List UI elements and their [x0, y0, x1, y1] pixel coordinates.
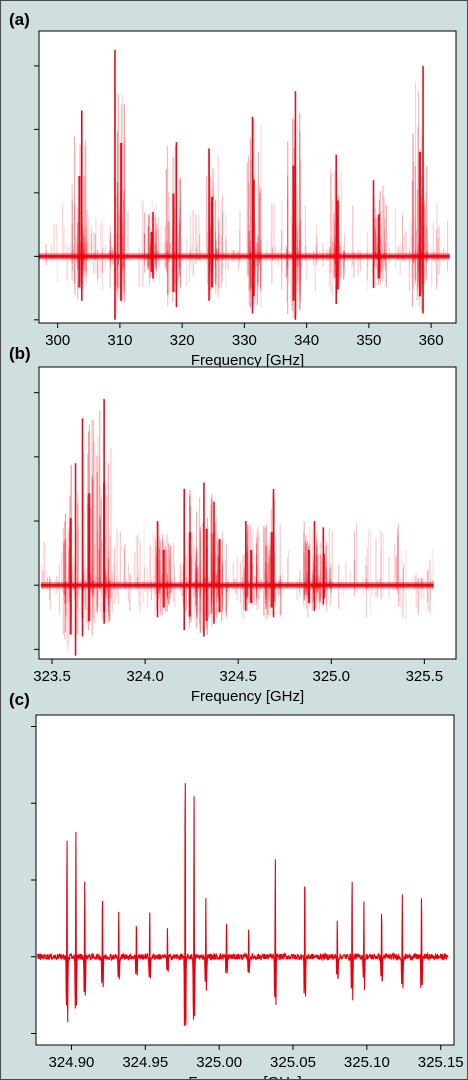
peak-10 [411, 65, 428, 314]
x-tick-label: 320 [170, 332, 195, 349]
peak-11 [315, 527, 332, 605]
panel-2: (b) 323.5 324.0 324.5 325.0 325.5 Frequency [G… [9, 344, 457, 705]
x-tick-label: 324.0 [126, 668, 164, 685]
x-tick-label: 360 [419, 332, 444, 349]
x-tick-label: 324.90 [49, 1054, 95, 1071]
x-tick-label: 325.5 [406, 668, 444, 685]
x-tick-label: 325.05 [270, 1054, 316, 1071]
x-tick-label: 310 [107, 332, 132, 349]
x-axis-title: Frequency [GHz] [191, 352, 304, 369]
panel-1: (a) 300 310 320 330 340 350 360 Frequency [GHz] [9, 10, 457, 369]
panel-label: (b) [9, 344, 31, 363]
x-tick-label: 340 [294, 332, 319, 349]
plot-area [39, 31, 456, 323]
x-tick-label: 323.5 [33, 668, 71, 685]
x-tick-label: 300 [45, 332, 70, 349]
series-group [39, 50, 450, 320]
peak-2 [81, 418, 96, 637]
series-group [40, 399, 434, 656]
x-tick-label: 324.5 [219, 668, 257, 685]
x-tick-label: 330 [232, 332, 257, 349]
plot-area [36, 715, 454, 1045]
x-tick-label: 325.10 [344, 1054, 390, 1071]
x-tick-label: 325.00 [196, 1054, 242, 1071]
x-tick-label: 325.0 [312, 668, 350, 685]
panel-3: (c) 324.90 324.95 325.00 325.05 325.10 325.15 F… [9, 690, 464, 1079]
x-tick-label: 324.95 [122, 1054, 168, 1071]
x-tick-label: 325.15 [418, 1054, 464, 1071]
series-line [36, 783, 449, 1026]
peak-5 [205, 148, 220, 301]
x-axis-title: Frequency [GHz] [188, 1074, 301, 1079]
x-axis-title: Frequency [GHz] [191, 688, 304, 705]
peak-3 [143, 211, 159, 279]
peak-4 [165, 142, 182, 308]
panel-label: (a) [9, 10, 30, 29]
plot-frame [38, 30, 457, 324]
series-group [36, 783, 449, 1026]
x-tick-label: 350 [356, 332, 381, 349]
panel-label: (c) [9, 690, 30, 709]
plot-frame [38, 366, 457, 660]
peak-6 [246, 116, 262, 314]
peak-7 [286, 91, 302, 320]
plot-area [39, 367, 456, 659]
